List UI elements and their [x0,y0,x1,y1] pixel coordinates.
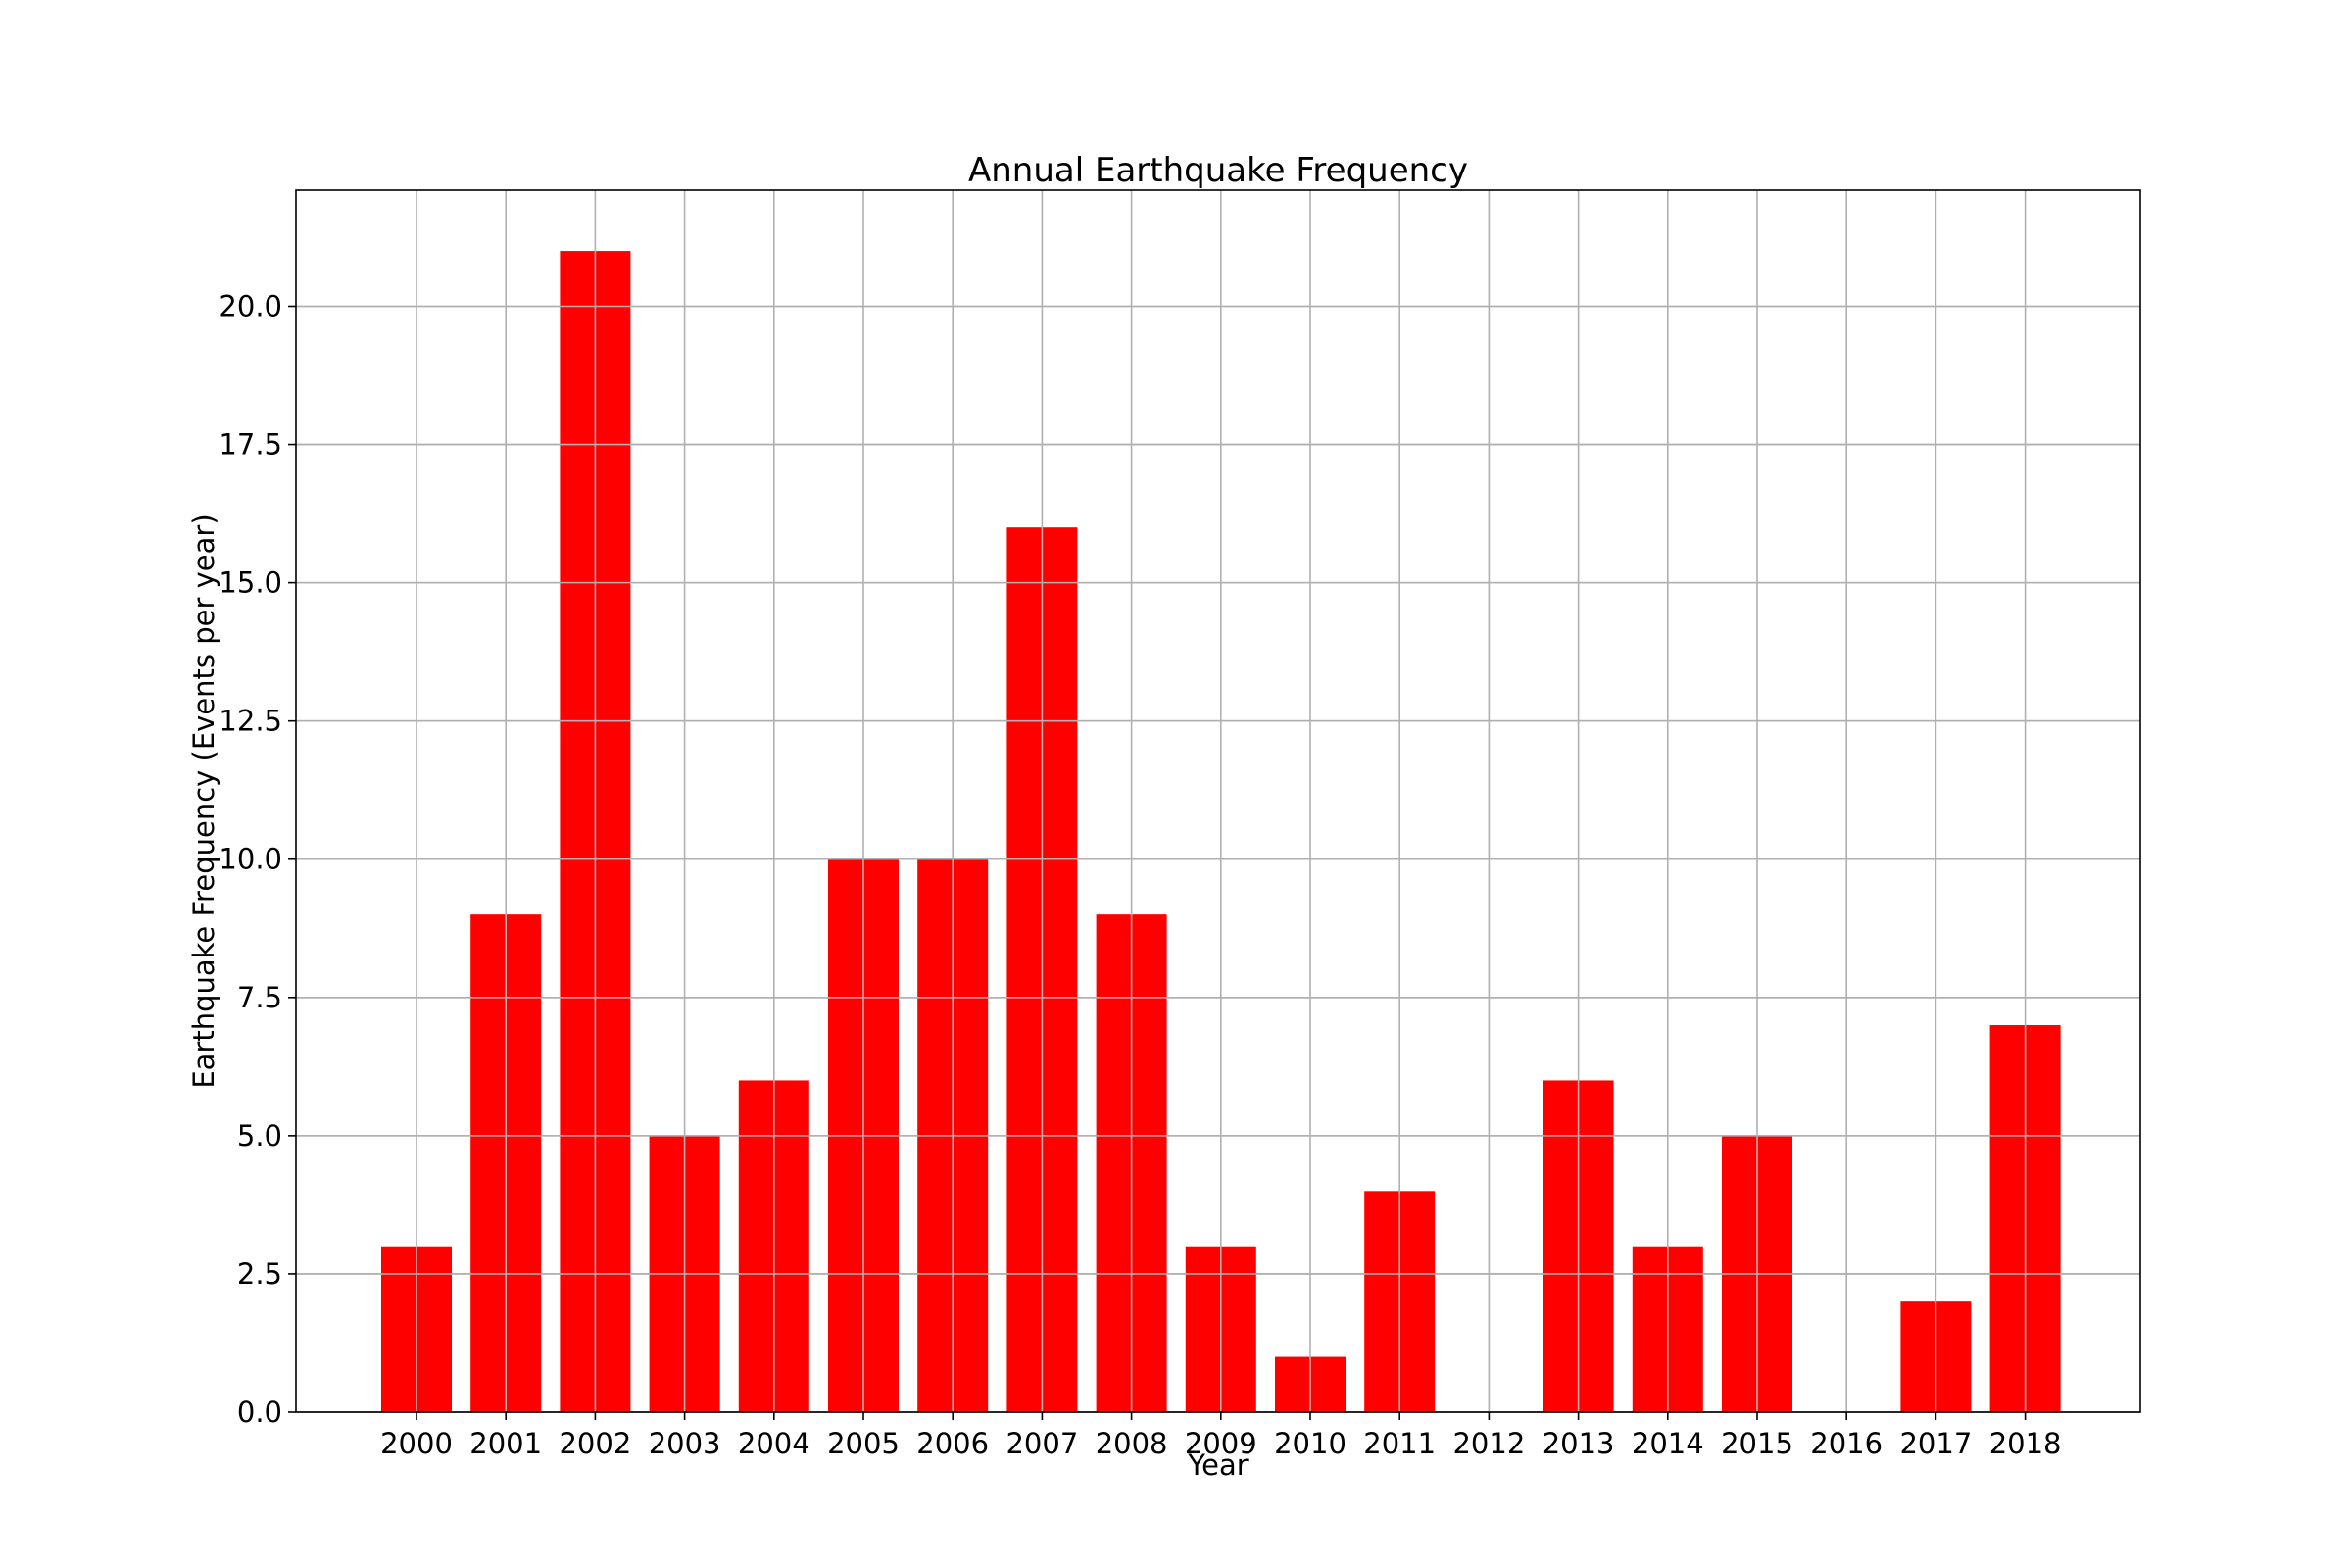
x-tick-label: 2007 [1005,1427,1078,1460]
y-tick-label: 5.0 [237,1119,282,1152]
axes-frame [295,189,2141,1413]
x-tick-label: 2008 [1096,1427,1168,1460]
y-tick-label: 15.0 [219,566,282,600]
y-tick-label: 7.5 [237,981,282,1014]
y-tick-label: 10.0 [219,843,282,876]
x-tick-label: 2001 [469,1427,542,1460]
y-tick-label: 2.5 [237,1257,282,1291]
x-tick-label: 2012 [1452,1427,1525,1460]
x-tick-label: 2009 [1185,1427,1257,1460]
x-tick-label: 2011 [1363,1427,1436,1460]
x-axis-ticks: 2000 2001 2002 2003 2004 2005 2006 2007 2008 2009… [380,1412,2062,1460]
x-tick-label: 2006 [916,1427,989,1460]
y-tick-label: 20.0 [219,289,282,322]
x-axis-label: Year [1187,1448,1248,1482]
x-tick-label: 2004 [738,1427,810,1460]
x-tick-label: 2018 [1989,1427,2062,1460]
x-tick-label: 2010 [1274,1427,1347,1460]
x-tick-label: 2000 [380,1427,453,1460]
grid-overlay [296,190,2140,1413]
x-tick-label: 2015 [1721,1427,1793,1460]
y-tick-label: 17.5 [219,428,282,462]
y-axis-ticks: 0.0 2.5 5.0 7.5 10.0 12.5 15.0 17.5 20.0 [219,289,296,1429]
x-tick-label: 2005 [827,1427,900,1460]
x-tick-label: 2014 [1632,1427,1704,1460]
y-tick-label: 12.5 [219,705,282,738]
x-tick-label: 2013 [1543,1427,1615,1460]
y-axis-label: Earthquake Frequency (Events per year) [187,514,220,1088]
y-tick-label: 0.0 [237,1396,282,1429]
x-tick-label: 2016 [1810,1427,1883,1460]
x-tick-label: 2002 [559,1427,631,1460]
x-tick-label: 2017 [1899,1427,1972,1460]
chart-title: Annual Earthquake Frequency [968,151,1468,190]
x-tick-label: 2003 [649,1427,721,1460]
